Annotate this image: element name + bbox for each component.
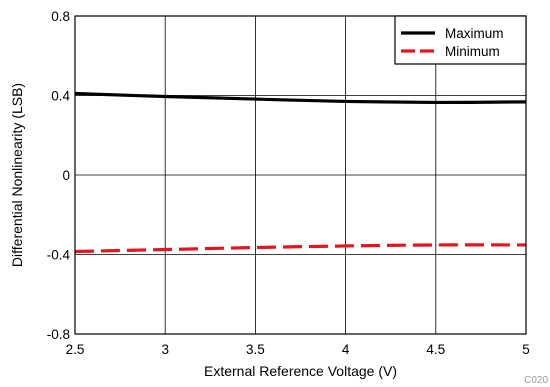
figure-code: C020 [524, 375, 548, 386]
y-axis-label: Differential Nonlinearity (LSB) [9, 83, 25, 267]
x-tick-labels: 2.5 3 3.5 4 4.5 5 [66, 342, 530, 357]
legend-label-minimum: Minimum [445, 44, 500, 59]
x-axis-label: External Reference Voltage (V) [204, 363, 397, 379]
plot-frame [74, 15, 527, 335]
series-layer [74, 91, 527, 254]
y-tick-label: 0.4 [51, 89, 70, 104]
y-tick-labels: 0.8 0.4 0 -0.4 -0.8 [47, 9, 71, 342]
x-tick-label: 2.5 [66, 342, 85, 357]
y-tick-label: 0.8 [51, 9, 70, 24]
y-tick-label: -0.8 [47, 327, 70, 342]
x-tick-label: 4.5 [426, 342, 445, 357]
legend-label-maximum: Maximum [445, 26, 504, 41]
legend-box [394, 15, 527, 65]
series-line-maximum [74, 91, 527, 105]
series-line-minimum [74, 243, 527, 254]
x-tick-label: 3.5 [246, 342, 265, 357]
y-tick-label: -0.4 [47, 248, 71, 263]
y-tick-label: 0 [62, 168, 70, 183]
x-tick-label: 4 [342, 342, 350, 357]
legend: Maximum Minimum [394, 15, 527, 65]
x-tick-label: 5 [522, 342, 530, 357]
x-tick-label: 3 [161, 342, 169, 357]
